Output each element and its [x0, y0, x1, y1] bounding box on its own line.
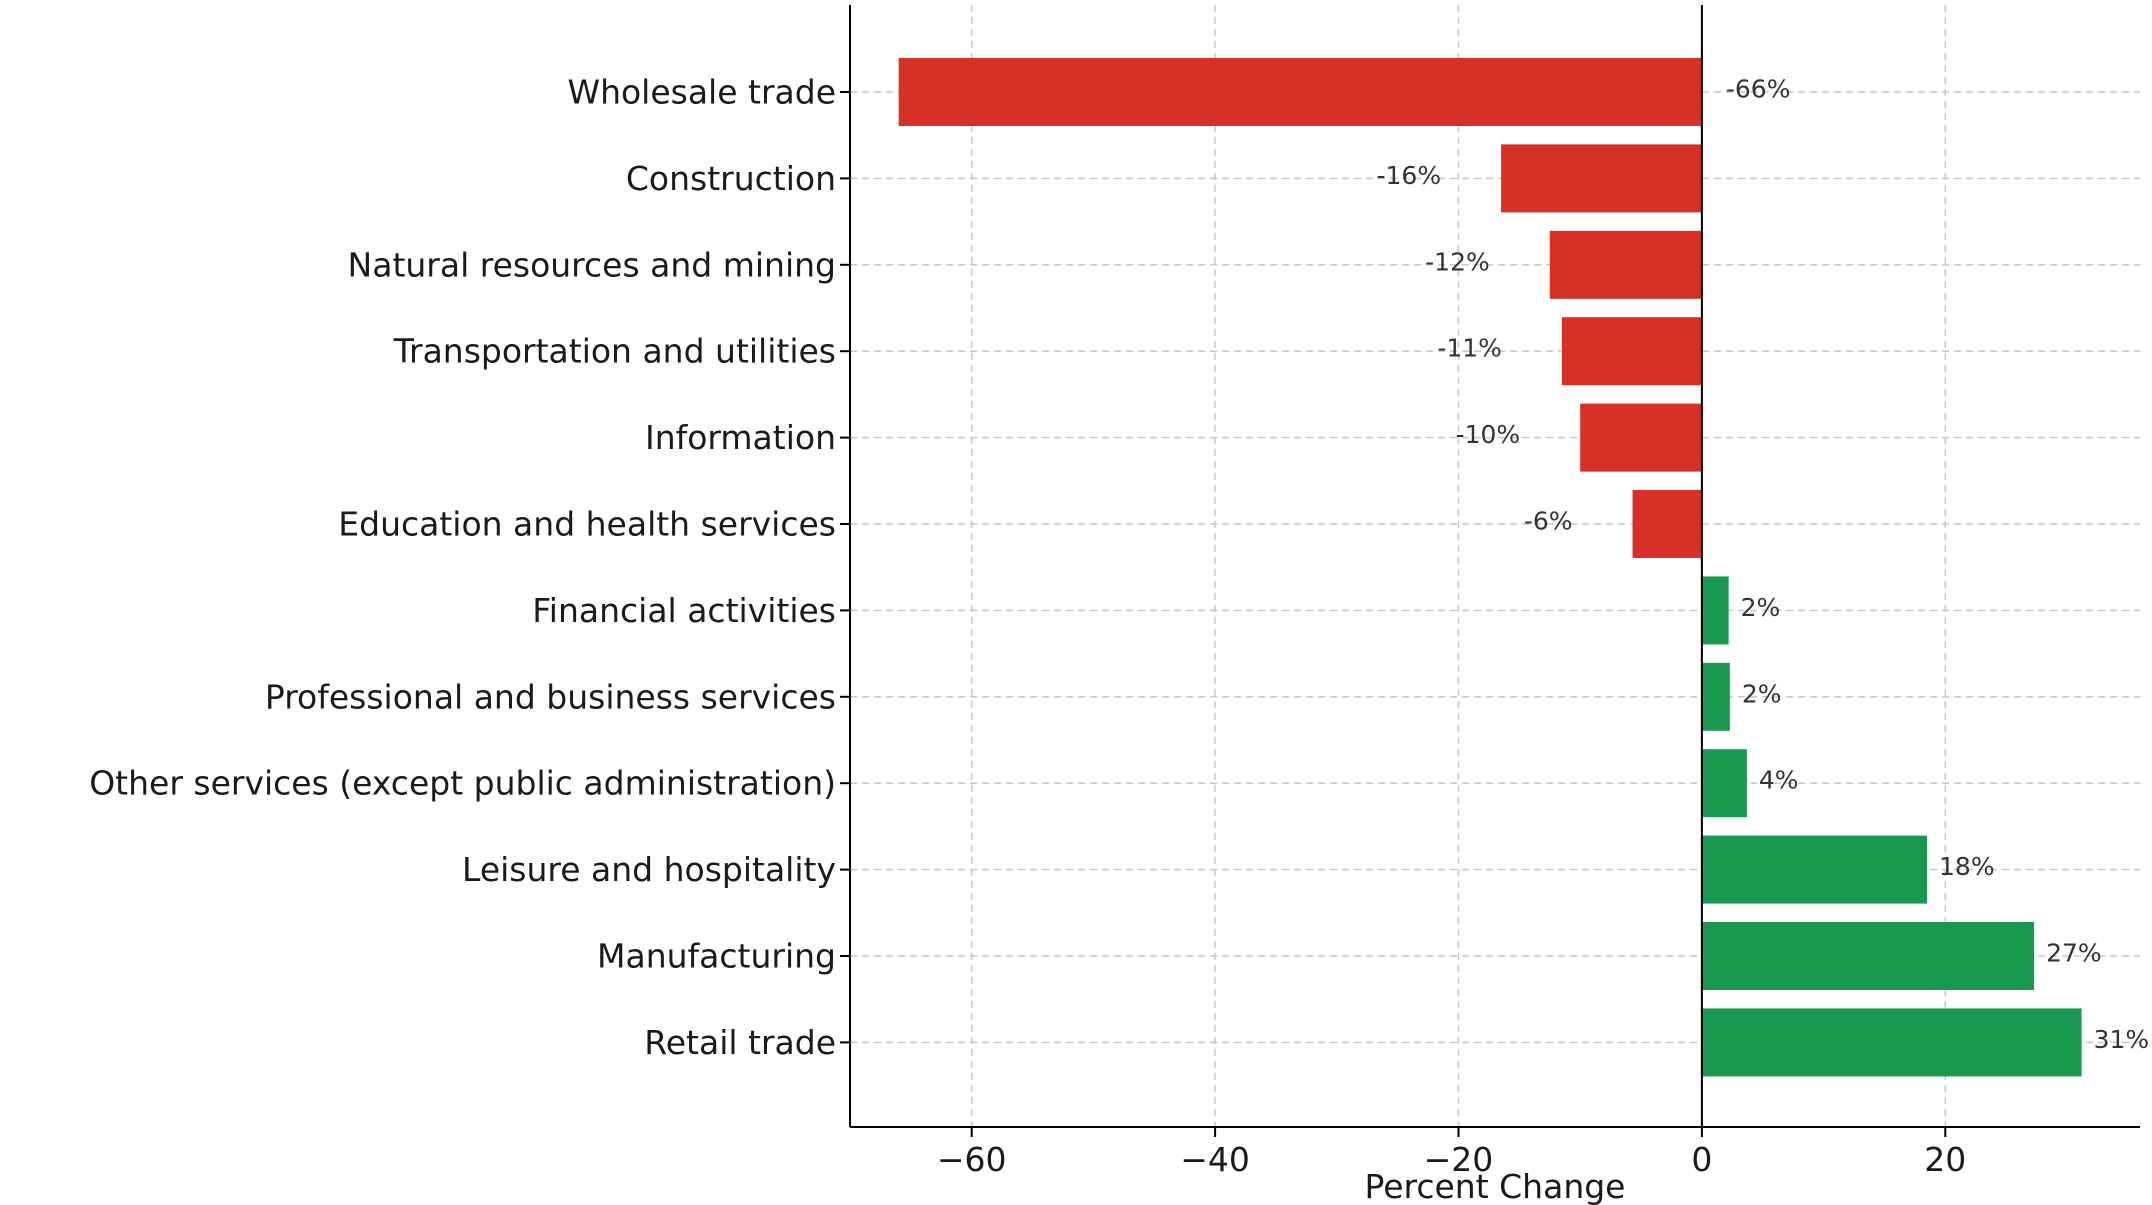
bar [1701, 922, 2035, 990]
bars [898, 58, 2082, 1077]
data-label: -12% [1425, 247, 1490, 276]
bar [1701, 576, 1729, 645]
category-label: Transportation and utilities [393, 332, 836, 371]
bar [898, 58, 1702, 126]
bar [1580, 403, 1702, 472]
x-axis-ticks: −60 −40 −20 0 20 [937, 1127, 1966, 1179]
category-label: Construction [626, 159, 836, 198]
data-label: 2% [1742, 679, 1782, 708]
data-label: 18% [1939, 852, 1995, 881]
category-label: Wholesale trade [567, 73, 836, 112]
category-label: Financial activities [532, 591, 836, 630]
bar [1701, 749, 1747, 818]
x-tick-label: −60 [937, 1140, 1007, 1179]
y-axis-labels: Wholesale trade Construction Natural resou… [89, 73, 850, 1062]
x-tick-label: 20 [1924, 1140, 1966, 1179]
category-label: Education and health services [338, 505, 836, 544]
category-label: Natural resources and mining [348, 245, 836, 284]
data-label: -6% [1524, 507, 1573, 536]
data-label: 27% [2046, 939, 2102, 968]
bar [1549, 230, 1702, 299]
category-label: Other services (except public administra… [89, 764, 836, 803]
bar [1632, 490, 1702, 558]
data-label: 2% [1741, 593, 1781, 622]
data-labels: -66% -16% -12% -11% -10% -6% 2% 2% 4% 18% 27% 31% [1376, 75, 2149, 1054]
x-tick-label: 0 [1691, 1140, 1712, 1179]
data-label: -11% [1437, 334, 1502, 363]
category-label: Leisure and hospitality [462, 850, 836, 889]
bar [1701, 662, 1730, 731]
x-tick-label: −40 [1180, 1140, 1250, 1179]
x-axis-title: Percent Change [1364, 1167, 1625, 1205]
category-label: Professional and business services [265, 677, 836, 716]
bar [1501, 144, 1702, 213]
x-tick-label: −20 [1424, 1140, 1494, 1179]
bar [1701, 1008, 2082, 1077]
bar [1701, 835, 1928, 904]
data-label: -10% [1456, 420, 1521, 449]
data-label: 31% [2094, 1025, 2150, 1054]
data-label: -16% [1376, 161, 1441, 190]
bar [1561, 317, 1702, 386]
category-label: Information [645, 418, 836, 457]
category-label: Manufacturing [597, 937, 836, 976]
category-label: Retail trade [644, 1023, 836, 1062]
data-label: -66% [1726, 75, 1791, 104]
data-label: 4% [1759, 766, 1799, 795]
